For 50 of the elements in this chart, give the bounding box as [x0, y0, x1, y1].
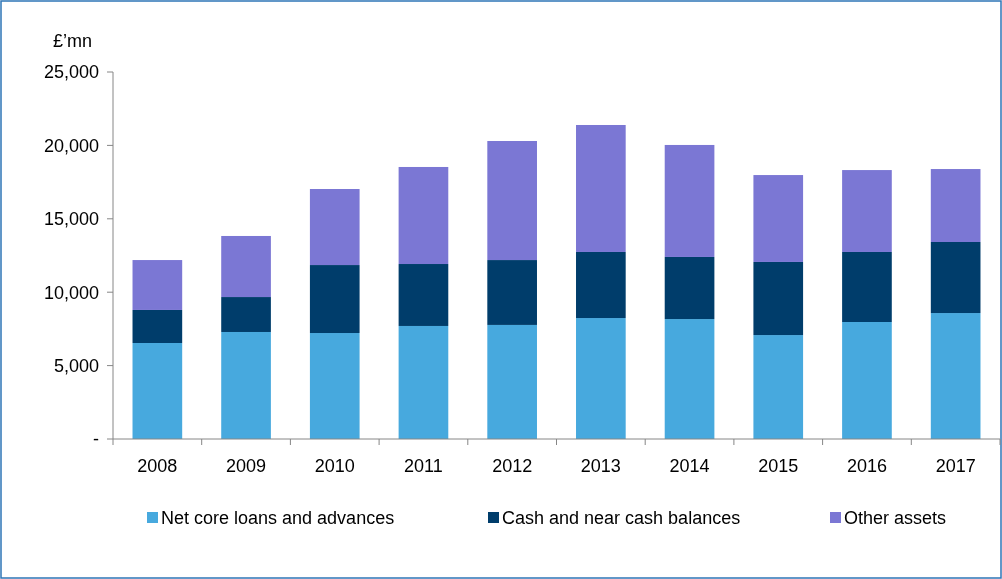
y-tick-label: 20,000	[43, 135, 99, 156]
bar	[664, 144, 715, 257]
bar	[753, 261, 804, 336]
bar	[398, 166, 449, 265]
x-tick-label: 2009	[226, 456, 267, 476]
bar	[753, 175, 804, 262]
x-tick-label: 2013	[580, 456, 621, 476]
bar	[132, 309, 183, 343]
bar	[398, 325, 449, 439]
bar	[930, 241, 981, 314]
x-tick-label: 2010	[314, 456, 355, 476]
bar	[221, 331, 271, 439]
x-tick-label: 2017	[935, 456, 976, 476]
x-tick-label: 2012	[492, 456, 533, 476]
bar	[842, 170, 892, 252]
x-tick-label: 2015	[758, 456, 799, 476]
y-tick-label: 25,000	[43, 62, 99, 83]
bar	[221, 235, 271, 298]
bar	[930, 313, 981, 439]
x-tick-label: 2016	[846, 456, 887, 476]
bar	[576, 318, 626, 439]
y-tick-label: 15,000	[43, 209, 99, 230]
bar	[576, 125, 626, 252]
x-tick-label: 2014	[669, 456, 710, 476]
x-tick-label: 2011	[404, 456, 443, 476]
bar	[842, 322, 892, 439]
x-tick-label: 2008	[137, 456, 178, 476]
bar	[930, 169, 981, 242]
y-tick-label: 5,000	[53, 355, 99, 376]
bar	[576, 251, 626, 319]
legend-label: Cash and near cash balances	[502, 508, 741, 529]
bar	[753, 335, 804, 439]
y-axis-title: £’mn	[53, 31, 93, 51]
bar	[398, 264, 449, 326]
bar	[309, 189, 360, 266]
bar	[309, 265, 360, 334]
bar	[132, 342, 183, 439]
bar	[221, 297, 271, 332]
bar	[664, 319, 715, 439]
y-tick-label: -	[93, 429, 99, 450]
y-tick-label: 10,000	[43, 282, 99, 303]
legend-label: Net core loans and advances	[161, 508, 395, 529]
bar	[309, 333, 360, 439]
bar	[487, 141, 537, 261]
bar	[132, 260, 183, 310]
bar	[487, 324, 537, 439]
bar	[664, 256, 715, 320]
bar	[842, 251, 892, 322]
legend-label: Other assets	[844, 508, 947, 529]
bar	[487, 260, 537, 325]
